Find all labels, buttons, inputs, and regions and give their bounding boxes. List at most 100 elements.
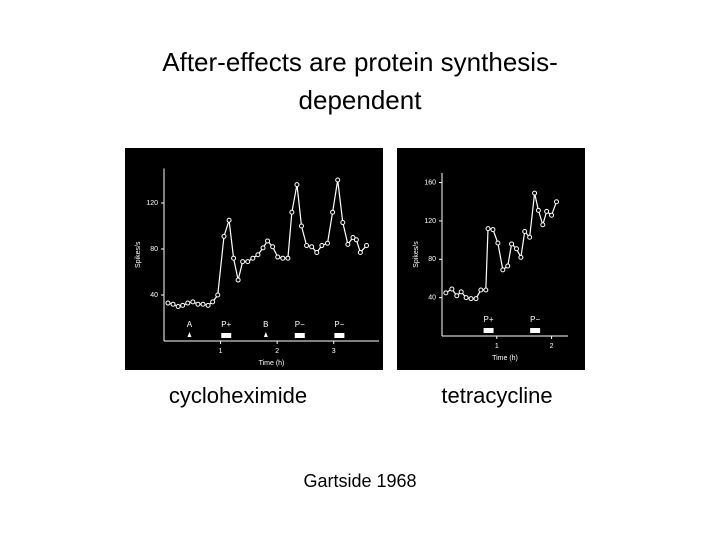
x-tick-label: 3 (332, 348, 336, 355)
pulse-marker (294, 333, 305, 338)
data-point (522, 228, 528, 234)
data-point (463, 295, 469, 301)
data-point (265, 238, 271, 244)
data-point (483, 287, 489, 293)
data-point (514, 246, 520, 252)
data-point (309, 244, 315, 250)
data-point (449, 286, 455, 292)
chart-caption: tetracycline (441, 383, 552, 408)
data-point (280, 255, 286, 261)
y-tick-label: 120 (424, 218, 436, 225)
y-tick-label: 40 (428, 294, 436, 301)
data-point (527, 234, 533, 240)
data-point (190, 299, 196, 305)
data-point (235, 277, 241, 283)
data-point (468, 296, 474, 302)
annotation: P+ (484, 315, 494, 324)
data-point (195, 301, 201, 307)
data-point (535, 207, 541, 213)
data-point (325, 240, 331, 246)
data-point (500, 267, 506, 273)
data-point (544, 208, 550, 214)
data-point (330, 209, 336, 215)
data-point (495, 240, 501, 246)
data-point (245, 259, 251, 265)
annotation: P− (530, 315, 540, 324)
data-point (518, 254, 524, 260)
y-axis-label: Spikes/s (413, 241, 420, 268)
pulse-marker (334, 333, 345, 338)
x-axis-label: Time (h) (492, 355, 518, 362)
data-point (353, 237, 359, 243)
data-point (340, 220, 346, 226)
arrow-marker (263, 332, 268, 337)
data-point (298, 223, 304, 229)
data-point (270, 244, 276, 250)
data-point (215, 292, 221, 298)
data-point (304, 243, 310, 249)
y-axis-label: Spikes/s (135, 241, 142, 268)
data-point (553, 199, 559, 205)
data-point (260, 245, 266, 251)
data-point (335, 177, 341, 183)
pulse-marker (483, 328, 494, 333)
data-point (240, 259, 246, 265)
y-tick-label: 40 (150, 292, 158, 299)
data-point (473, 296, 479, 302)
data-point (505, 263, 511, 269)
data-point (540, 222, 546, 228)
title-line: After-effects are protein synthesis- (162, 47, 557, 77)
data-point (289, 209, 295, 215)
data-point (205, 302, 211, 308)
data-point (357, 249, 363, 255)
annotation: A (187, 320, 193, 329)
pulse-marker (221, 333, 232, 338)
chart-caption: cycloheximide (169, 383, 307, 408)
annotation: P+ (221, 320, 231, 329)
data-point (255, 252, 261, 258)
data-point (231, 255, 237, 261)
data-point (200, 301, 206, 307)
data-point (250, 255, 256, 261)
data-point (170, 301, 176, 307)
data-point (221, 233, 227, 239)
data-point (490, 227, 496, 233)
data-point (175, 304, 181, 309)
pulse-marker (530, 328, 541, 333)
data-point (532, 190, 538, 196)
data-point (478, 287, 484, 293)
data-point (454, 293, 460, 299)
data-point (314, 249, 320, 255)
data-point (210, 299, 216, 305)
citation: Gartside 1968 (303, 471, 416, 491)
data-point (345, 241, 351, 247)
annotation: P− (334, 320, 344, 329)
data-point (350, 235, 356, 240)
data-point (485, 226, 491, 232)
x-tick-label: 1 (495, 343, 499, 350)
y-tick-label: 80 (428, 256, 436, 263)
data-point (364, 243, 370, 249)
data-point (226, 217, 232, 223)
data-point (509, 241, 515, 247)
x-axis-label: Time (h) (259, 360, 285, 367)
title-line: dependent (299, 85, 423, 115)
y-tick-label: 80 (150, 246, 158, 253)
x-tick-label: 2 (550, 343, 554, 350)
data-point (285, 255, 291, 261)
data-point (458, 289, 464, 295)
arrow-marker (187, 332, 192, 337)
y-tick-label: 120 (146, 200, 158, 207)
x-tick-label: 2 (275, 348, 279, 355)
data-point (165, 300, 171, 306)
data-point (549, 212, 555, 218)
data-point (319, 243, 325, 249)
data-point (294, 182, 300, 188)
data-point (185, 300, 191, 306)
x-tick-label: 1 (219, 348, 223, 355)
data-point (180, 302, 186, 308)
y-tick-label: 160 (424, 179, 436, 186)
annotation: B (263, 320, 268, 329)
data-point (443, 290, 449, 296)
